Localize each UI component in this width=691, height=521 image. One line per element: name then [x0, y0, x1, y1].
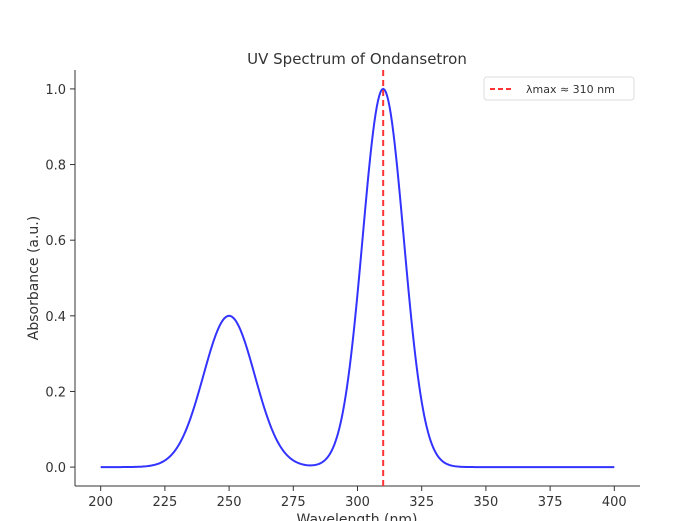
- y-tick-label: 0.8: [45, 159, 66, 174]
- y-tick-label: 1.0: [45, 83, 66, 98]
- x-axis-label: Wavelength (nm): [297, 512, 418, 521]
- y-tick-label: 0.2: [45, 385, 66, 400]
- x-tick-label: 350: [473, 495, 498, 510]
- x-tick-label: 250: [217, 495, 242, 510]
- x-tick-label: 275: [281, 495, 306, 510]
- x-tick-label: 325: [409, 495, 434, 510]
- legend: λmax ≈ 310 nm: [483, 76, 635, 101]
- x-tick-label: 400: [602, 495, 627, 510]
- legend-label: λmax ≈ 310 nm: [526, 83, 615, 96]
- x-tick-label: 375: [538, 495, 563, 510]
- y-axis-label: Absorbance (a.u.): [26, 216, 42, 340]
- y-tick-label: 0.0: [45, 461, 66, 476]
- x-tick-label: 200: [88, 495, 113, 510]
- y-tick-label: 0.4: [45, 310, 66, 325]
- chart-title: UV Spectrum of Ondansetron: [247, 50, 467, 68]
- absorbance-series-line: [100, 87, 615, 469]
- y-tick-label: 0.6: [45, 234, 66, 249]
- legend-frame: [483, 76, 635, 101]
- x-tick-label: 225: [152, 495, 177, 510]
- x-tick-label: 300: [345, 495, 370, 510]
